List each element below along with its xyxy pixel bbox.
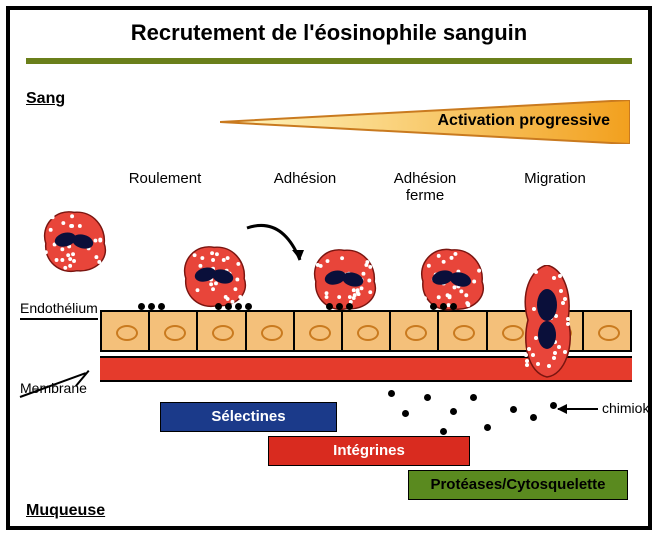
diagram-frame: Recrutement de l'éosinophile sanguin San… (6, 6, 652, 530)
eosinophil-rolling (180, 245, 250, 310)
chemokine-dot (484, 424, 491, 431)
stage-label-adhesion-ferme: Adhésion ferme (370, 170, 480, 204)
activation-label: Activation progressive (438, 112, 611, 130)
adhesion-dot (148, 303, 155, 310)
endothelial-cell (148, 310, 196, 352)
eosinophil-free (40, 210, 110, 275)
molecule-box-selectines: Sélectines (160, 402, 337, 432)
endothelial-cell (100, 310, 148, 352)
chemokine-dot (530, 414, 537, 421)
chemokine-label: chimiokine (602, 400, 652, 416)
endothelial-cell (196, 310, 244, 352)
rolling-arrow-icon (242, 220, 312, 280)
endothelial-cell (437, 310, 485, 352)
chemokine-arrow-icon (558, 408, 598, 410)
endothelial-cell (341, 310, 389, 352)
chemokine-dot (550, 402, 557, 409)
compartment-top-label: Sang (26, 90, 65, 108)
title-rule (26, 58, 632, 64)
stage-label-adhesion: Adhésion (250, 170, 360, 187)
chemokine-dot (450, 408, 457, 415)
chemokine-dot (388, 390, 395, 397)
stage-label-migration: Migration (500, 170, 610, 187)
adhesion-dot (430, 303, 437, 310)
chemokine-dot (440, 428, 447, 435)
endothelial-cell (389, 310, 437, 352)
adhesion-dot (225, 303, 232, 310)
diagram-title: Recrutement de l'éosinophile sanguin (10, 20, 648, 46)
adhesion-dot (158, 303, 165, 310)
adhesion-dot (245, 303, 252, 310)
chemokine-dot (470, 394, 477, 401)
eosinophil-migrating (520, 265, 575, 380)
adhesion-dot (326, 303, 333, 310)
molecule-box-integrines: Intégrines (268, 436, 470, 466)
chemokine-dot (510, 406, 517, 413)
adhesion-dot (440, 303, 447, 310)
adhesion-dot (215, 303, 222, 310)
chemokine-dot (402, 410, 409, 417)
adhesion-dot (450, 303, 457, 310)
endothelial-cell (293, 310, 341, 352)
compartment-bottom-label: Muqueuse (26, 502, 105, 520)
stage-label-roulement: Roulement (110, 170, 220, 187)
eosinophil-adhesion (310, 248, 380, 313)
adhesion-dot (235, 303, 242, 310)
endothelial-cell (582, 310, 632, 352)
endothelium-label: Endothélium (20, 300, 98, 316)
endothelium-connector (20, 318, 98, 320)
adhesion-dot (346, 303, 353, 310)
activation-gradient: Activation progressive (220, 100, 630, 144)
molecule-box-proteases: Protéases/Cytosquelette (408, 470, 628, 500)
endothelial-cell (245, 310, 293, 352)
adhesion-dot (138, 303, 145, 310)
adhesion-dot (336, 303, 343, 310)
chemokine-dot (424, 394, 431, 401)
